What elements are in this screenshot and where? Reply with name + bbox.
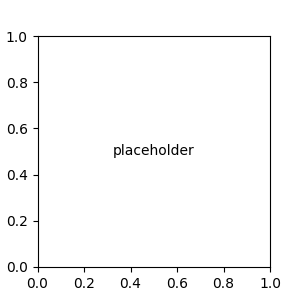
Text: placeholder: placeholder	[113, 145, 195, 158]
